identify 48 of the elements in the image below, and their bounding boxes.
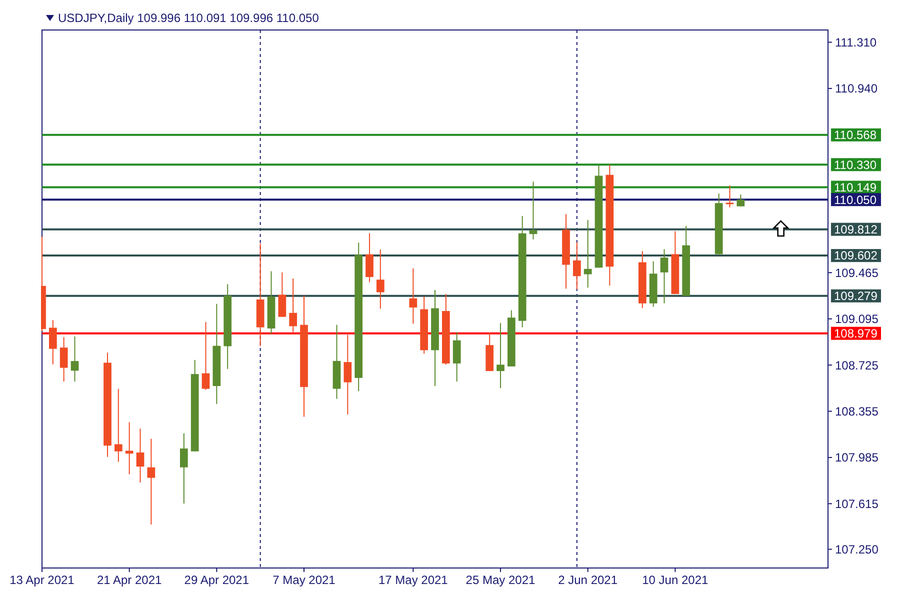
candlestick [452,332,461,382]
y-tick-label: 109.465 [835,266,879,280]
x-tick-label: 13 Apr 2021 [10,573,75,587]
candlestick [572,242,581,290]
y-tick-label: 107.615 [835,496,879,511]
candlestick [180,432,188,504]
x-tick-label: 2 Jun 2021 [558,573,618,587]
candlestick [496,322,504,389]
candlestick [147,438,156,526]
y-tick-label: 107.250 [835,542,879,556]
candlestick [376,249,384,310]
candlestick [125,422,134,475]
ref-line-label: 109.602 [834,248,878,263]
candlestick [278,272,286,318]
candlestick [114,388,122,462]
candlestick [60,336,68,382]
y-tick-label: 108.355 [835,404,879,418]
y-tick-label: 107.985 [835,450,879,465]
ref-line-label: 110.330 [834,158,877,172]
ref-line-label: 110.568 [834,128,877,142]
ref-line-label: 108.979 [834,326,878,341]
y-tick-label: 108.725 [835,358,879,372]
x-tick-label: 29 Apr 2021 [184,573,250,587]
candlestick [409,268,418,324]
candlestick [289,278,298,333]
x-tick-label: 17 May 2021 [378,573,448,587]
ref-line-label: 109.812 [834,222,878,237]
x-tick-label: 25 May 2021 [466,573,536,587]
candlestick [136,428,144,484]
candlestick [202,321,210,390]
ref-line-label: 109.279 [834,289,878,304]
candlestick [660,248,668,304]
ref-line-label: 110.050 [834,192,877,207]
candlestick [736,194,745,207]
x-tick-label: 7 May 2021 [272,573,336,587]
x-tick-label: 10 Jun 2021 [642,573,709,587]
candlestick [584,219,592,288]
ref-line-label: 110.149 [834,180,877,194]
candlestick [726,184,734,208]
candlestick [344,334,352,416]
x-tick-label: 21 Apr 2021 [96,573,162,587]
candlestick [70,336,79,382]
candlestick [48,320,57,365]
y-tick-label: 110.940 [835,82,878,96]
y-tick-label: 109.095 [835,312,879,326]
y-tick-label: 111.310 [835,35,877,50]
candlestick [366,232,374,283]
chart-title: USDJPY,Daily 109.996 110.091 109.996 110.050 [58,11,320,25]
